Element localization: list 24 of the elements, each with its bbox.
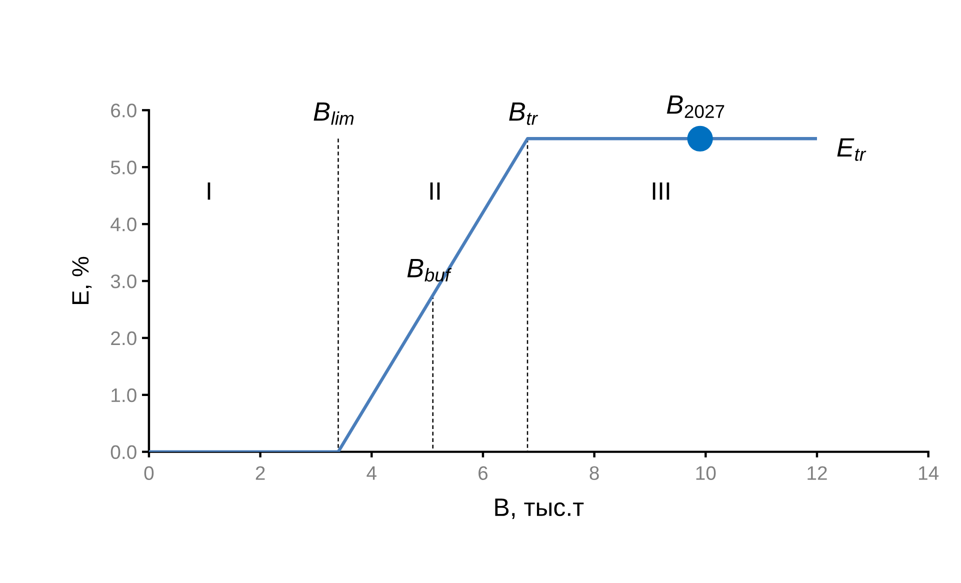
annotation: B$_{tr}$ bbox=[509, 102, 538, 125]
x-tick-label: 0 bbox=[144, 466, 154, 480]
annotation: II bbox=[430, 182, 440, 200]
y-tick-label: 0.0 bbox=[110, 445, 136, 460]
x-axis-title: B, тыс.т bbox=[495, 498, 584, 520]
x-tick-label: 10 bbox=[696, 466, 716, 480]
y-tick-label: 1.0 bbox=[112, 388, 136, 402]
x-tick-label: 4 bbox=[366, 466, 376, 480]
x-tick-label: 12 bbox=[808, 466, 827, 480]
x-tick-label: 2 bbox=[256, 466, 265, 480]
annotation: B$_{lim}$ bbox=[314, 102, 354, 125]
annotation: I bbox=[208, 182, 210, 200]
y-tick-label: 2.0 bbox=[111, 331, 136, 346]
x-tick-label: 6 bbox=[478, 466, 488, 480]
y-tick-label: 5.0 bbox=[110, 160, 136, 174]
y-tick-label: 3.0 bbox=[110, 274, 136, 288]
y-tick-label: 4.0 bbox=[110, 218, 136, 232]
annotation: III bbox=[652, 182, 670, 200]
annotation: E$_{tr}$ bbox=[837, 138, 866, 161]
annotation: B$_{2027}$ bbox=[666, 96, 724, 118]
y-tick-label: 6.0 bbox=[111, 104, 136, 118]
y-axis-title: E, % bbox=[72, 256, 92, 304]
x-tick-label: 14 bbox=[918, 466, 939, 480]
x-tick-label: 8 bbox=[590, 466, 599, 480]
